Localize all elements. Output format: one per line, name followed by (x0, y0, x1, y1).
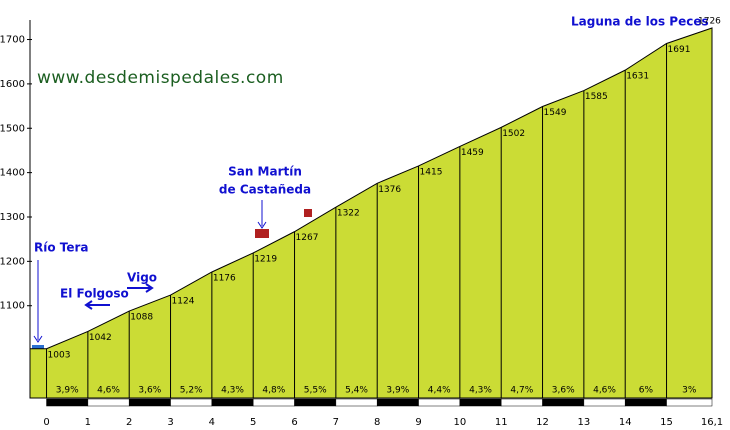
x-tick-label: 8 (374, 417, 380, 428)
elevation-label: 1631 (626, 72, 649, 82)
km-block (542, 398, 585, 407)
arrow-icon (84, 300, 110, 310)
x-tick-label: 2 (126, 417, 132, 428)
gradient-label: 4,4% (428, 386, 451, 396)
gradient-label: 3,6% (138, 386, 161, 396)
x-tick-label: 14 (619, 417, 632, 428)
elevation-label: 1267 (296, 233, 319, 243)
site-url: www.desdemispedales.com (37, 68, 284, 88)
place-label: Río Tera (34, 241, 89, 255)
gradient-label: 4,3% (221, 386, 244, 396)
elevation-label: 1124 (172, 297, 195, 307)
elevation-label: 1726 (698, 16, 721, 26)
y-tick-label: 1400 (0, 168, 25, 179)
elevation-label: 1003 (48, 350, 71, 360)
elevation-label: 1549 (544, 108, 567, 118)
gradient-label: 4,7% (510, 386, 533, 396)
gradient-label: 3,9% (386, 386, 409, 396)
elevation-label: 1585 (585, 92, 608, 102)
km-block (624, 398, 667, 407)
km-block (46, 398, 89, 407)
arrow-icon (127, 283, 154, 293)
gradient-label: 6% (639, 386, 654, 396)
x-tick-label: 13 (577, 417, 590, 428)
gradient-label: 4,8% (262, 386, 285, 396)
km-block (128, 398, 171, 407)
x-tick-label: 1 (85, 417, 91, 428)
km-block (294, 398, 337, 407)
y-tick-label: 1500 (0, 123, 25, 134)
arrow-icon (257, 200, 267, 229)
km-block (459, 398, 502, 407)
km-block (500, 398, 543, 407)
km-block (252, 398, 295, 407)
gradient-label: 5,2% (180, 386, 203, 396)
x-tick-label: 11 (495, 417, 508, 428)
elevation-label: 1176 (213, 274, 236, 284)
elevation-label: 1219 (254, 254, 277, 264)
km-block (211, 398, 254, 407)
x-tick-label: 15 (660, 417, 673, 428)
x-tick-label: 3 (167, 417, 173, 428)
elevation-label: 1459 (461, 148, 484, 158)
x-tick-label: 16,1 (701, 417, 723, 428)
km-block (583, 398, 626, 407)
gradient-label: 5,4% (345, 386, 368, 396)
place-label: San Martín (228, 165, 302, 179)
arrow-icon (33, 260, 43, 343)
km-block (418, 398, 461, 407)
x-tick-label: 10 (453, 417, 466, 428)
x-tick-label: 6 (291, 417, 297, 428)
elevation-label: 1376 (378, 185, 401, 195)
place-label: Vigo (127, 271, 157, 285)
y-tick-label: 1100 (0, 301, 25, 312)
place-label: El Folgoso (60, 287, 129, 301)
house-icon (304, 209, 312, 217)
gradient-label: 4,6% (593, 386, 616, 396)
y-tick-label: 1700 (0, 35, 25, 46)
place-label: Laguna de los Peces (571, 15, 709, 29)
km-block (376, 398, 419, 407)
elevation-label: 1088 (130, 313, 153, 323)
gradient-label: 3,9% (56, 386, 79, 396)
gradient-label: 3,6% (552, 386, 575, 396)
y-tick-label: 1300 (0, 212, 25, 223)
y-tick-label: 1600 (0, 79, 25, 90)
elevation-label: 1691 (668, 45, 691, 55)
x-tick-label: 0 (43, 417, 49, 428)
x-tick-label: 4 (209, 417, 215, 428)
x-tick-label: 9 (415, 417, 421, 428)
gradient-label: 3% (682, 386, 697, 396)
elevation-label: 1415 (420, 167, 443, 177)
elevation-label: 1322 (337, 209, 360, 219)
elevation-label: 1502 (502, 129, 525, 139)
x-tick-label: 5 (250, 417, 256, 428)
km-block (335, 398, 378, 407)
gradient-label: 5,5% (304, 386, 327, 396)
km-block (666, 398, 713, 407)
km-block (170, 398, 213, 407)
y-tick-label: 1200 (0, 256, 25, 267)
x-tick-label: 7 (333, 417, 339, 428)
gradient-label: 4,3% (469, 386, 492, 396)
elevation-label: 1042 (89, 333, 112, 343)
km-block (87, 398, 130, 407)
village-icon (255, 229, 269, 238)
place-label: de Castañeda (219, 183, 311, 197)
x-tick-label: 12 (536, 417, 549, 428)
gradient-label: 4,6% (97, 386, 120, 396)
